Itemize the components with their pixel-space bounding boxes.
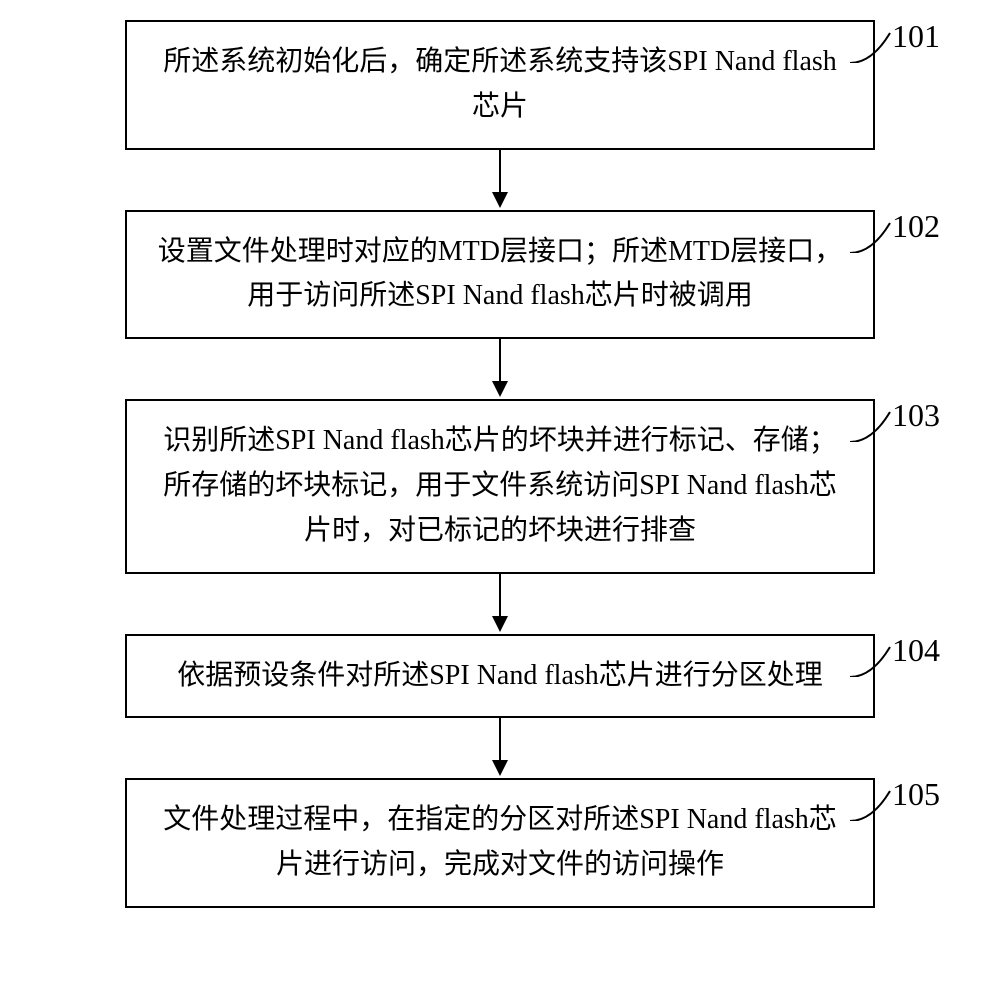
step-box-2: 设置文件处理时对应的MTD层接口；所述MTD层接口，用于访问所述SPI Nand… [125, 210, 875, 340]
step-label-5: 105 [892, 776, 940, 813]
connector-5 [850, 786, 895, 821]
step-text-3: 识别所述SPI Nand flash芯片的坏块并进行标记、存储；所存储的坏块标记… [151, 419, 849, 553]
step-row-4: 依据预设条件对所述SPI Nand flash芯片进行分区处理 104 [30, 634, 970, 719]
step-text-5: 文件处理过程中，在指定的分区对所述SPI Nand flash芯片进行访问，完成… [151, 798, 849, 888]
step-label-3: 103 [892, 397, 940, 434]
step-label-4: 104 [892, 632, 940, 669]
arrow-1 [30, 150, 970, 210]
step-row-5: 文件处理过程中，在指定的分区对所述SPI Nand flash芯片进行访问，完成… [30, 778, 970, 908]
step-text-4: 依据预设条件对所述SPI Nand flash芯片进行分区处理 [177, 654, 823, 699]
step-row-3: 识别所述SPI Nand flash芯片的坏块并进行标记、存储；所存储的坏块标记… [30, 399, 970, 573]
connector-4 [850, 642, 895, 677]
step-box-5: 文件处理过程中，在指定的分区对所述SPI Nand flash芯片进行访问，完成… [125, 778, 875, 908]
step-text-2: 设置文件处理时对应的MTD层接口；所述MTD层接口，用于访问所述SPI Nand… [151, 230, 849, 320]
arrow-3 [30, 574, 970, 634]
arrow-2 [30, 339, 970, 399]
step-box-3: 识别所述SPI Nand flash芯片的坏块并进行标记、存储；所存储的坏块标记… [125, 399, 875, 573]
flowchart-container: 所述系统初始化后，确定所述系统支持该SPI Nand flash芯片 101 设… [30, 20, 970, 908]
arrow-4 [30, 718, 970, 778]
connector-3 [850, 407, 895, 442]
step-text-1: 所述系统初始化后，确定所述系统支持该SPI Nand flash芯片 [151, 40, 849, 130]
connector-1 [850, 28, 895, 63]
connector-2 [850, 218, 895, 253]
step-box-4: 依据预设条件对所述SPI Nand flash芯片进行分区处理 [125, 634, 875, 719]
step-box-1: 所述系统初始化后，确定所述系统支持该SPI Nand flash芯片 [125, 20, 875, 150]
step-row-2: 设置文件处理时对应的MTD层接口；所述MTD层接口，用于访问所述SPI Nand… [30, 210, 970, 340]
step-label-2: 102 [892, 208, 940, 245]
step-label-1: 101 [892, 18, 940, 55]
step-row-1: 所述系统初始化后，确定所述系统支持该SPI Nand flash芯片 101 [30, 20, 970, 150]
